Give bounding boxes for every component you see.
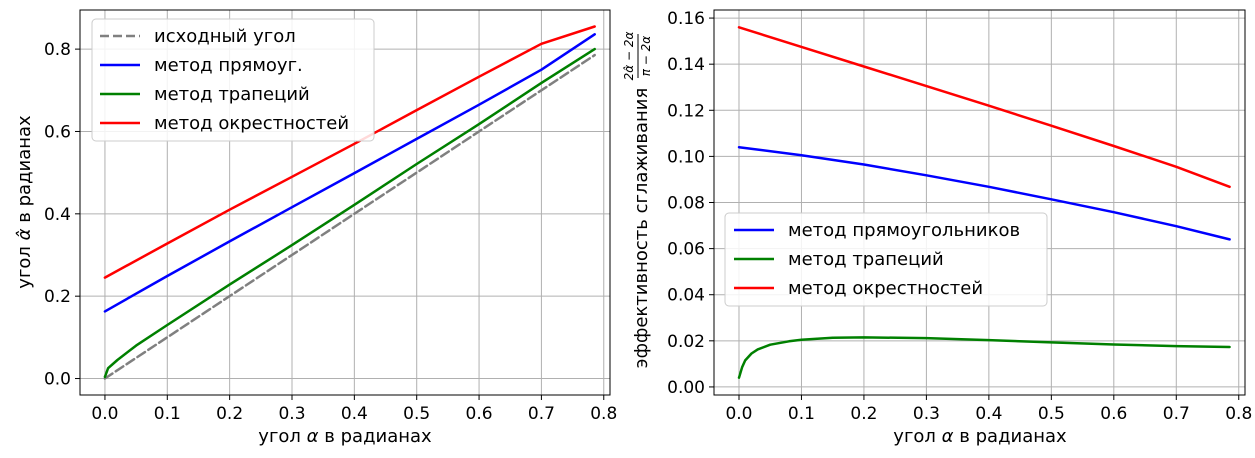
y-tick-label: 0.4 <box>44 205 71 225</box>
y-tick-label: 0.2 <box>44 287 71 307</box>
x-tick-label: 0.6 <box>466 404 493 424</box>
legend-label: метод трапеций <box>788 249 944 270</box>
y-tick-label: 0.00 <box>667 378 705 398</box>
y-tick-label: 0.8 <box>44 40 71 60</box>
y-tick-label: 0.10 <box>667 147 705 167</box>
right-chart-ticks: 0.0 0.1 0.2 0.3 0.4 0.5 0.6 0.7 0.8 0.00 0.02 0.04 0… <box>667 9 1252 424</box>
right-chart-lines <box>737 26 1231 379</box>
legend-label: метод окрестностей <box>154 113 349 134</box>
left-chart-lines <box>103 25 596 380</box>
y-tick-label: 0.04 <box>667 286 705 306</box>
x-tick-label: 0.1 <box>788 404 815 424</box>
x-tick-label: 0.2 <box>850 404 877 424</box>
x-tick-label: 0.2 <box>216 404 243 424</box>
x-tick-label: 0.7 <box>1163 404 1190 424</box>
right-chart-legend: метод прямоугольников метод трапеций метод… <box>724 212 1048 307</box>
right-x-axis-label: угол α в радианах <box>893 426 1067 447</box>
left-chart: 0.0 0.1 0.2 0.3 0.4 0.5 0.6 0.7 0.8 0.0 0.2 0.4 0.6 0… <box>14 9 617 447</box>
x-tick-label: 0.4 <box>975 404 1002 424</box>
x-tick-label: 0.3 <box>913 404 940 424</box>
series-line <box>103 33 596 313</box>
legend-label: исходный угол <box>154 26 296 47</box>
y-tick-label: 0.0 <box>44 370 71 390</box>
left-x-axis-label: угол α в радианах <box>258 426 432 447</box>
y-tick-label: 0.12 <box>667 101 705 121</box>
y-tick-label: 0.6 <box>44 122 71 142</box>
x-tick-label: 0.8 <box>1225 404 1252 424</box>
right-y-label-numerator: 2α̂ − 2α <box>622 32 636 81</box>
x-tick-label: 0.4 <box>341 404 368 424</box>
x-tick-label: 0.5 <box>1038 404 1065 424</box>
x-tick-label: 0.7 <box>528 404 555 424</box>
series-line <box>737 336 1231 379</box>
left-y-axis-label: угол α̂ в радианах <box>14 115 35 289</box>
series-line <box>737 26 1231 189</box>
x-tick-label: 0.1 <box>154 404 181 424</box>
legend-label: метод трапеций <box>154 84 310 105</box>
series-line <box>103 53 596 380</box>
left-legend-box <box>91 18 375 142</box>
legend-label: метод окрестностей <box>788 278 983 299</box>
legend-label: метод прямоугольников <box>788 220 1020 241</box>
left-chart-legend: исходный угол метод прямоуг. метод трапеци… <box>91 18 375 142</box>
right-legend-box <box>724 212 1048 307</box>
left-chart-frame <box>79 9 611 396</box>
right-y-axis-label-text: эффективность сглаживания <box>631 88 652 369</box>
y-tick-label: 0.02 <box>667 332 705 352</box>
right-y-label-denominator: π − 2α <box>639 36 653 77</box>
right-y-axis-label: эффективность сглаживания 2α̂ − 2α π − 2… <box>622 32 653 369</box>
x-tick-label: 0.3 <box>278 404 305 424</box>
y-tick-label: 0.08 <box>667 194 705 214</box>
series-line <box>737 145 1231 241</box>
series-line <box>103 25 596 279</box>
y-tick-label: 0.16 <box>667 9 705 29</box>
x-tick-label: 0.8 <box>590 404 617 424</box>
y-tick-label: 0.06 <box>667 240 705 260</box>
legend-label: метод прямоуг. <box>154 55 303 76</box>
left-chart-ticks: 0.0 0.1 0.2 0.3 0.4 0.5 0.6 0.7 0.8 0.0 0.2 0.4 0.6 0… <box>44 40 617 424</box>
series-line <box>103 47 596 379</box>
y-tick-label: 0.14 <box>667 55 705 75</box>
right-chart: 0.0 0.1 0.2 0.3 0.4 0.5 0.6 0.7 0.8 0.00 0.02 0.04 0… <box>622 9 1252 447</box>
x-tick-label: 0.0 <box>725 404 752 424</box>
x-tick-label: 0.0 <box>91 404 118 424</box>
x-tick-label: 0.6 <box>1100 404 1127 424</box>
x-tick-label: 0.5 <box>403 404 430 424</box>
